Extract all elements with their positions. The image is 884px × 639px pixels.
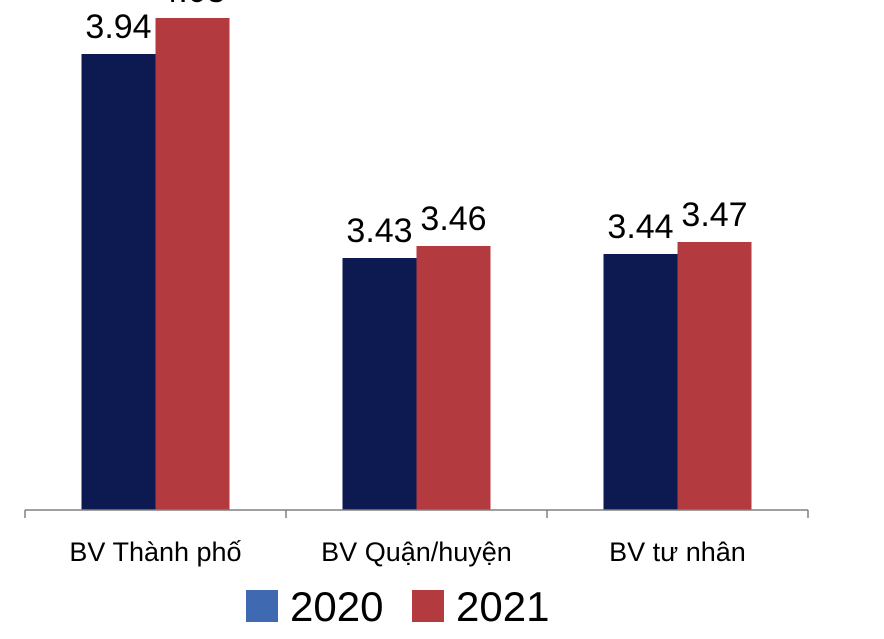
category-label-2: BV Quận/huyện — [321, 537, 512, 567]
bar-2020-2 — [342, 258, 417, 510]
bars-layer — [81, 18, 752, 510]
data-label-2021-2: 3.46 — [420, 200, 486, 238]
legend: 2020 2021 — [246, 583, 549, 630]
category-label-3: BV tư nhân — [609, 537, 746, 567]
category-label-1: BV Thành phố — [69, 537, 241, 567]
data-label-2020-3: 3.44 — [607, 208, 673, 246]
data-labels-layer: 3.94 4.03 3.433.46 3.443.47 — [85, 0, 747, 250]
legend-label-2021: 2021 — [456, 583, 549, 630]
bar-2021-3 — [677, 242, 752, 510]
bar-2020-3 — [603, 254, 678, 510]
bar-2021-1 — [155, 18, 230, 510]
legend-swatch-2021 — [412, 590, 444, 622]
legend-swatch-2020 — [246, 590, 278, 622]
bar-2020-1 — [81, 54, 156, 510]
bar-2021-2 — [416, 246, 491, 510]
legend-label-2020: 2020 — [290, 583, 383, 630]
data-label-2020-1: 3.94 — [85, 8, 151, 46]
data-label-2021-3: 3.47 — [681, 196, 747, 234]
x-axis: BV Thành phố BV Quận/huyện BV tư nhân — [24, 509, 809, 567]
data-label-2020-2: 3.43 — [346, 212, 412, 250]
data-label-2021-1: 4.03 — [159, 0, 225, 10]
